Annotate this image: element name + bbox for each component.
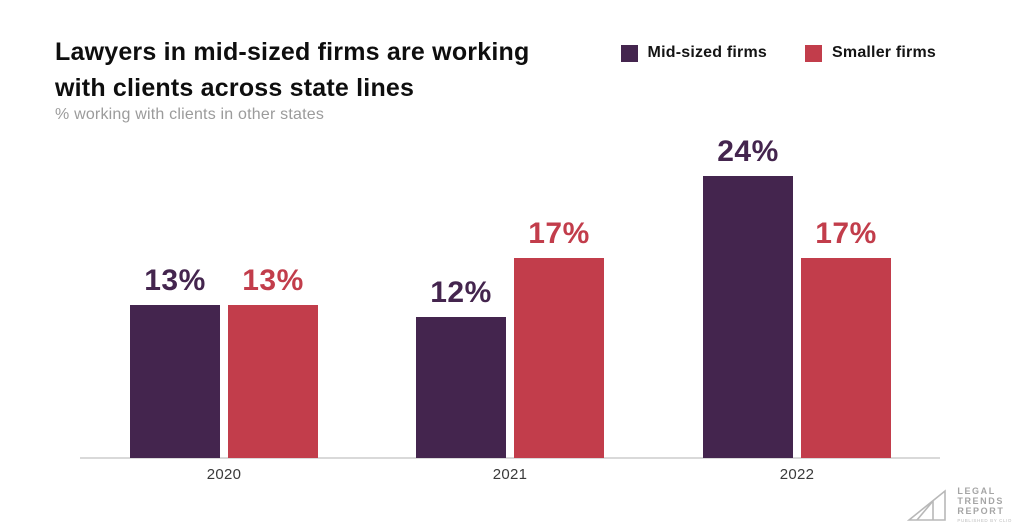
bar-value-label-mid-sized-firms-2021: 12% [430,276,492,309]
bar-mid-sized-firms-2021 [416,317,506,458]
chart-subtitle: % working with clients in other states [55,106,325,123]
bar-mid-sized-firms-2020 [130,305,220,458]
bar-value-label-smaller-firms-2022: 17% [815,217,877,250]
trend-triangle-icon [907,488,947,521]
bar-value-label-mid-sized-firms-2020: 13% [144,264,206,297]
bar-value-label-smaller-firms-2020: 13% [242,264,304,297]
legend: Mid-sized firms Smaller firms [620,44,936,62]
x-axis-label-2021: 2021 [492,466,528,483]
bar-value-label-smaller-firms-2021: 17% [528,217,590,250]
logo-text-block: LEGAL TRENDS REPORT PUBLISHED BY CLIO [957,486,1012,523]
logo-line-report: REPORT [957,506,1005,516]
logo-line-trends: TRENDS [957,496,1004,506]
legend-label-mid-sized-firms: Mid-sized firms [647,44,768,61]
legend-label-smaller-firms: Smaller firms [832,44,936,61]
legend-item-mid-sized-firms: Mid-sized firms [620,44,768,62]
bar-smaller-firms-2022 [801,258,891,458]
legend-swatch-mid-sized-icon [620,44,638,62]
logo-line-legal: LEGAL [957,486,996,496]
legal-trends-report-logo: LEGAL TRENDS REPORT PUBLISHED BY CLIO [907,486,1012,523]
x-axis-label-2020: 2020 [206,466,242,483]
logo-tagline: PUBLISHED BY CLIO [957,518,1012,523]
bar-mid-sized-firms-2022 [703,176,793,458]
bar-value-label-mid-sized-firms-2022: 24% [717,135,779,168]
bar-smaller-firms-2021 [514,258,604,458]
x-axis-line [80,457,940,459]
legend-swatch-smaller-icon [805,44,823,62]
x-axis-label-2022: 2022 [779,466,815,483]
legend-item-smaller-firms: Smaller firms [805,44,936,62]
chart-title: Lawyers in mid-sized firms are working w… [55,38,530,102]
bar-smaller-firms-2020 [228,305,318,458]
